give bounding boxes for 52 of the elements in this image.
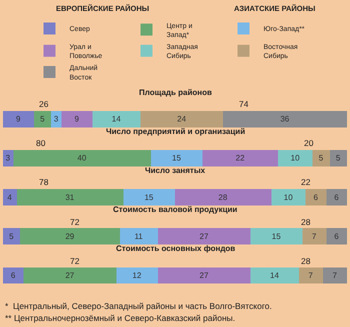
- data-label: 6: [334, 192, 340, 202]
- data-label: 6: [10, 270, 16, 280]
- annotation: 78: [39, 177, 49, 187]
- annotation: 28: [301, 256, 311, 266]
- data-label: 5: [40, 114, 46, 124]
- data-label: 40: [77, 154, 87, 163]
- y-tick-label: Число занятых: [145, 166, 206, 175]
- annotation: 28: [301, 217, 311, 227]
- data-label: 15: [272, 232, 282, 241]
- y-tick-label: Стоимость валовой продукции: [113, 205, 238, 214]
- data-label: 5: [318, 154, 324, 163]
- data-label: 9: [16, 114, 21, 124]
- data-label: 7: [312, 232, 317, 241]
- data-label: 28: [218, 192, 228, 202]
- data-label: 6: [314, 192, 319, 202]
- data-label: 29: [65, 232, 75, 241]
- data-label: 6: [334, 232, 340, 241]
- data-label: 15: [172, 154, 182, 163]
- data-label: 4: [7, 192, 12, 202]
- data-label: 3: [54, 114, 59, 124]
- data-label: 27: [200, 270, 209, 280]
- data-label: 7: [308, 270, 314, 280]
- data-label: 27: [65, 270, 75, 280]
- data-label: 31: [65, 192, 75, 202]
- data-label: 27: [200, 232, 209, 241]
- annotation: 74: [239, 99, 249, 109]
- text: ** Центральночернозёмный и Северо-Кавказский районы.: [5, 313, 236, 323]
- text: * Центральный, Северо-Западный районы и часть Волго-Вятского.: [5, 301, 272, 311]
- data-label: 12: [132, 270, 142, 280]
- y-tick-label: Стоимость основных фондов: [116, 244, 236, 253]
- y-tick-label: Число предприятий и организаций: [106, 127, 246, 136]
- data-label: 24: [177, 114, 187, 124]
- data-label: 5: [9, 232, 14, 241]
- annotation: 20: [304, 138, 314, 148]
- data-label: 7: [332, 270, 338, 280]
- data-label: 15: [144, 192, 154, 202]
- y-tick-label: Площадь районов: [139, 88, 212, 97]
- data-label: 5: [336, 154, 341, 163]
- data-label: 14: [270, 270, 280, 280]
- data-label: 10: [284, 192, 294, 202]
- data-label: 36: [280, 114, 290, 124]
- annotation: 72: [70, 217, 80, 227]
- data-label: 11: [134, 232, 144, 241]
- data-label: 3: [6, 154, 11, 163]
- data-label: 9: [74, 114, 80, 124]
- annotation: 72: [70, 256, 80, 266]
- data-label: 14: [112, 114, 122, 124]
- data-label: 22: [236, 154, 246, 163]
- annotation: 26: [39, 99, 49, 109]
- annotation: 80: [36, 138, 46, 148]
- annotation: 22: [301, 177, 311, 187]
- data-label: 10: [290, 154, 300, 163]
